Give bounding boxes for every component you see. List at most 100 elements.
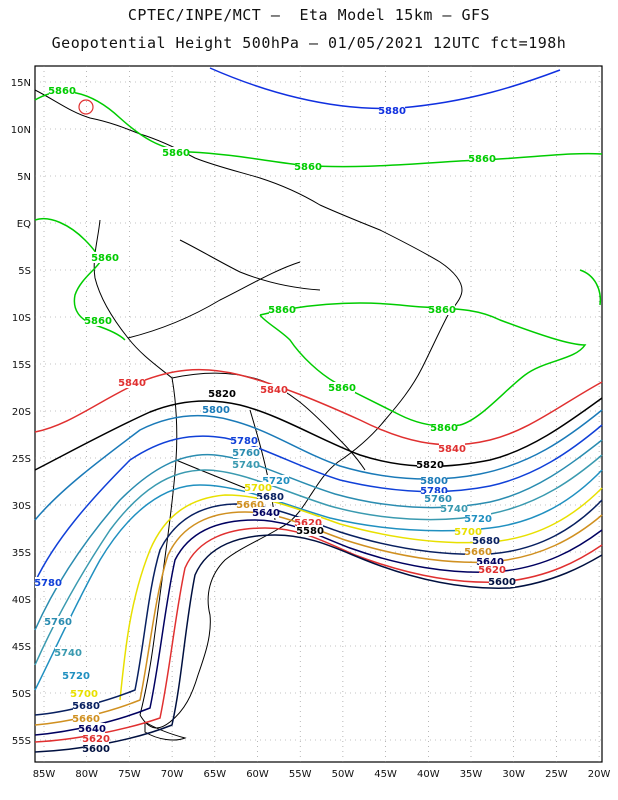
contour-label-bg [209, 388, 235, 399]
contour-label-5680: 5680 [72, 701, 100, 712]
contour-label-5840: 5840 [118, 378, 146, 389]
lat-tick-label: 15S [12, 360, 31, 371]
contour-label-bg [119, 377, 145, 388]
contour-label-5660: 5660 [72, 714, 100, 725]
contour-label-bg [295, 161, 321, 172]
lon-tick-label: 35W [460, 769, 483, 780]
contour-label-bg [469, 153, 495, 164]
contour-label-5860: 5860 [428, 305, 456, 316]
contour-label-5780: 5780 [230, 436, 258, 447]
contour-label-5660: 5660 [236, 500, 264, 511]
lon-tick-label: 20W [588, 769, 611, 780]
contour-5620 [34, 527, 603, 743]
contour-5740 [34, 454, 603, 666]
coastlines [34, 89, 463, 741]
contour-label-5860: 5860 [91, 253, 119, 264]
contour-label-5600: 5600 [488, 577, 516, 588]
contour-label-bg [233, 447, 259, 458]
lat-tick-label: 5S [18, 266, 31, 277]
lat-tick-label: 30S [12, 501, 31, 512]
contour-label-5740: 5740 [440, 504, 468, 515]
contour-label-bg [83, 733, 109, 744]
contour-label-5700: 5700 [70, 689, 98, 700]
lat-tick-label: EQ [17, 219, 31, 230]
lon-tick-label: 50W [332, 769, 355, 780]
contour-label-bg [71, 688, 97, 699]
contour-label-5640: 5640 [476, 557, 504, 568]
contour-label-bg [379, 105, 405, 116]
contour-label-bg [417, 459, 443, 470]
contour-label-bg [269, 304, 295, 315]
lon-tick-label: 80W [75, 769, 98, 780]
contour-label-bg [79, 723, 105, 734]
contour-label-bg [233, 459, 259, 470]
contour-label-5620: 5620 [478, 565, 506, 576]
contour-label-5760: 5760 [232, 448, 260, 459]
lon-tick-label: 65W [203, 769, 226, 780]
contour-label-bg [295, 517, 321, 528]
lon-tick-label: 25W [545, 769, 568, 780]
contour-5880 [209, 67, 561, 110]
contour-label-bg [421, 485, 447, 496]
contour-label-bg [237, 499, 263, 510]
contour-label-5620: 5620 [82, 734, 110, 745]
lat-tick-label: 40S [12, 595, 31, 606]
lon-tick-label: 75W [118, 769, 141, 780]
contour-label-5800: 5800 [202, 405, 230, 416]
contour-label-bg [473, 535, 499, 546]
contour-label-5620: 5620 [294, 518, 322, 529]
contour-5860-andes [34, 218, 126, 341]
marker-circle [78, 99, 94, 115]
contour-label-bg [203, 404, 229, 415]
contour-label-5880: 5880 [378, 106, 406, 117]
lat-tick-label: 45S [12, 642, 31, 653]
lat-tick-label: 55S [12, 736, 31, 747]
contour-label-bg [477, 556, 503, 567]
contour-label-5840: 5840 [438, 444, 466, 455]
contour-label-bg [55, 647, 81, 658]
contour-label-5860: 5860 [268, 305, 296, 316]
contour-label-bg [455, 526, 481, 537]
contour-label-bg [45, 616, 71, 627]
map-title-line-1: CPTEC/INPE/MCT – Eta Model 15km – GFS [127, 6, 491, 24]
contour-5860-brazil [259, 302, 587, 427]
contour-5820 [34, 397, 603, 471]
contour-label-5800: 5800 [420, 476, 448, 487]
lon-tick-label: 60W [246, 769, 269, 780]
lat-tick-label: 50S [12, 689, 31, 700]
contour-5600 [34, 534, 603, 753]
contour-label-5760: 5760 [44, 617, 72, 628]
contour-label-bg [257, 491, 283, 502]
contour-label-5860: 5860 [48, 86, 76, 97]
lat-tick-label: 25S [12, 454, 31, 465]
contour-label-5860: 5860 [430, 423, 458, 434]
contour-label-bg [92, 252, 118, 263]
contour-5780 [34, 424, 603, 583]
axis-ticks: 85W 80W 75W 70W 65W 60W 55W 50W 45W 40W 35W 30W 25W 2… [11, 78, 611, 780]
contour-label-bg [245, 482, 271, 493]
contour-5860-north [34, 90, 603, 168]
contour-label-bg [489, 576, 515, 587]
contour-label-bg [421, 475, 447, 486]
lat-tick-label: 20S [12, 407, 31, 418]
contour-5800 [34, 409, 603, 521]
contour-label-5700: 5700 [454, 527, 482, 538]
contour-label-5780: 5780 [420, 486, 448, 497]
contour-label-bg [329, 382, 355, 393]
contour-label-5580: 5580 [296, 526, 324, 537]
contour-label-bg [73, 700, 99, 711]
contour-label-bg [441, 503, 467, 514]
lat-tick-label: 10N [11, 125, 31, 136]
lat-tick-label: 10S [12, 313, 31, 324]
contour-label-bg [425, 493, 451, 504]
contour-label-bg [429, 304, 455, 315]
contour-label-bg [261, 384, 287, 395]
contour-label-5640: 5640 [78, 724, 106, 735]
contour-label-5720: 5720 [262, 476, 290, 487]
contour-label-5820: 5820 [416, 460, 444, 471]
lon-tick-label: 55W [289, 769, 312, 780]
map-title-line-2: Geopotential Height 500hPa – 01/05/2021 … [51, 34, 567, 52]
contour-label-bg [73, 713, 99, 724]
contour-labels: 5860 5880 5860 5860 5860 5860 5860 5860 5860 5860… [34, 85, 516, 755]
